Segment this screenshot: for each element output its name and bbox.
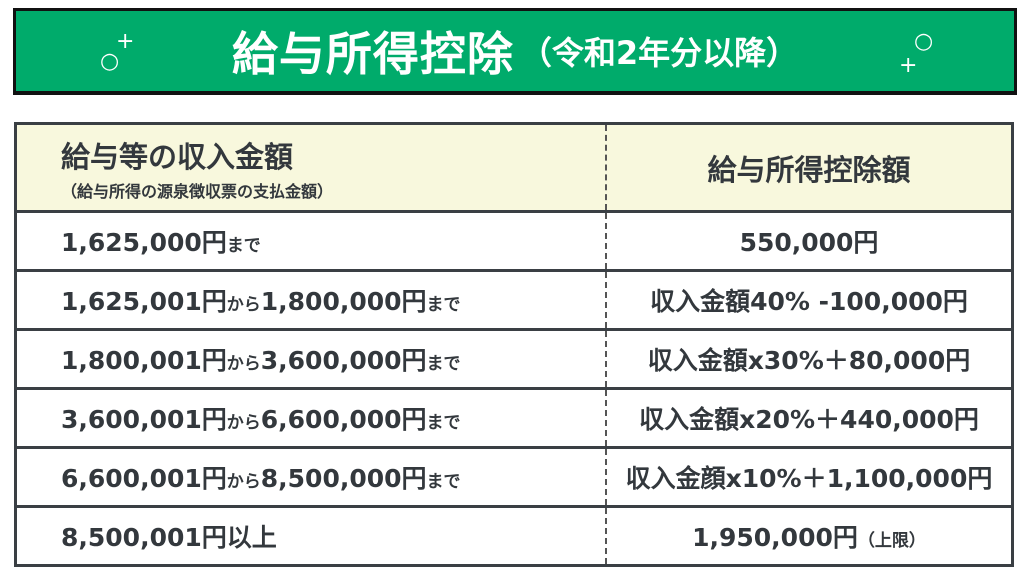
deduction-value: 収入金顔x10%＋1,100,000円: [625, 464, 993, 493]
income-header-label: 給与等の収入金額: [61, 139, 294, 174]
sparkle-icon: ○: [100, 49, 120, 74]
income-connector: から: [226, 354, 261, 374]
income-to: 3,600,000円: [260, 346, 427, 375]
income-range: 8,500,001円以上: [15, 505, 607, 566]
income-from: 8,500,001円以上: [61, 523, 277, 552]
plus-icon: +: [899, 53, 918, 78]
income-suffix: まで: [426, 472, 461, 492]
table-row: 6,600,001円から8,500,000円まで 収入金顔x10%＋1,100,0…: [15, 446, 1013, 507]
income-connector: から: [226, 472, 261, 492]
deduction-value: 550,000円: [739, 228, 879, 257]
income-range: 6,600,001円から8,500,000円まで: [15, 446, 607, 507]
deduction-value: 収入金額x20%＋440,000円: [639, 405, 979, 434]
income-connector: から: [226, 295, 261, 315]
income-from: 3,600,001円: [61, 405, 227, 434]
income-connector: から: [226, 413, 261, 433]
income-header-note: （給与所得の源泉徴収票の支払金額）: [61, 181, 334, 201]
page-title: 給与所得控除: [231, 27, 514, 81]
income-header: 給与等の収入金額 （給与所得の源泉徴収票の支払金額）: [15, 123, 607, 212]
income-range: 1,625,000円まで: [15, 210, 607, 271]
table-header: 給与等の収入金額 （給与所得の源泉徴収票の支払金額） 給与所得控除額: [15, 123, 1013, 212]
plus-icon: +: [116, 29, 135, 54]
deduction-amount: 収入金額40% -100,000円: [606, 269, 1013, 330]
income-from: 6,600,001円: [61, 464, 227, 493]
income-from: 1,625,000円: [61, 228, 227, 257]
income-from: 1,800,001円: [61, 346, 227, 375]
table-row: 1,625,000円まで 550,000円: [15, 210, 1013, 271]
income-suffix: まで: [226, 236, 261, 256]
deduction-header: 給与所得控除額: [606, 123, 1013, 212]
deduction-amount: 550,000円: [606, 210, 1013, 271]
income-from: 1,625,001円: [61, 287, 227, 316]
income-range: 3,600,001円から6,600,000円まで: [15, 387, 607, 448]
income-suffix: まで: [426, 354, 461, 374]
deduction-value: 1,950,000円: [692, 523, 858, 552]
deduction-table: 給与等の収入金額 （給与所得の源泉徴収票の支払金額） 給与所得控除額 1,625…: [14, 122, 1014, 567]
income-range: 1,800,001円から3,600,000円まで: [15, 328, 607, 389]
table-row: 8,500,001円以上 1,950,000円（上限）: [15, 505, 1013, 566]
income-range: 1,625,001円から1,800,000円まで: [15, 269, 607, 330]
deduction-value: 収入金額x30%＋80,000円: [647, 346, 971, 375]
deduction-amount: 収入金顔x10%＋1,100,000円: [606, 446, 1013, 507]
deduction-amount: 収入金額x20%＋440,000円: [606, 387, 1013, 448]
deduction-note: （上限）: [857, 531, 926, 551]
income-to: 6,600,000円: [260, 405, 427, 434]
page-subtitle: （令和2年分以降）: [519, 34, 799, 72]
deduction-amount: 収入金額x30%＋80,000円: [606, 328, 1013, 389]
title-banner: ○ + 給与所得控除 （令和2年分以降） + ○: [13, 8, 1017, 95]
deduction-amount: 1,950,000円（上限）: [606, 505, 1013, 566]
table-row: 1,625,001円から1,800,000円まで 収入金額40% -100,000…: [15, 269, 1013, 330]
income-suffix: まで: [426, 413, 461, 433]
deduction-value: 収入金額40% -100,000円: [650, 287, 968, 316]
income-to: 1,800,000円: [260, 287, 427, 316]
income-suffix: まで: [426, 295, 461, 315]
income-to: 8,500,000円: [260, 464, 427, 493]
table-row: 3,600,001円から6,600,000円まで 収入金額x20%＋440,000…: [15, 387, 1013, 448]
table-row: 1,800,001円から3,600,000円まで 収入金額x30%＋80,000円: [15, 328, 1013, 389]
sparkle-icon: ○: [914, 29, 934, 54]
